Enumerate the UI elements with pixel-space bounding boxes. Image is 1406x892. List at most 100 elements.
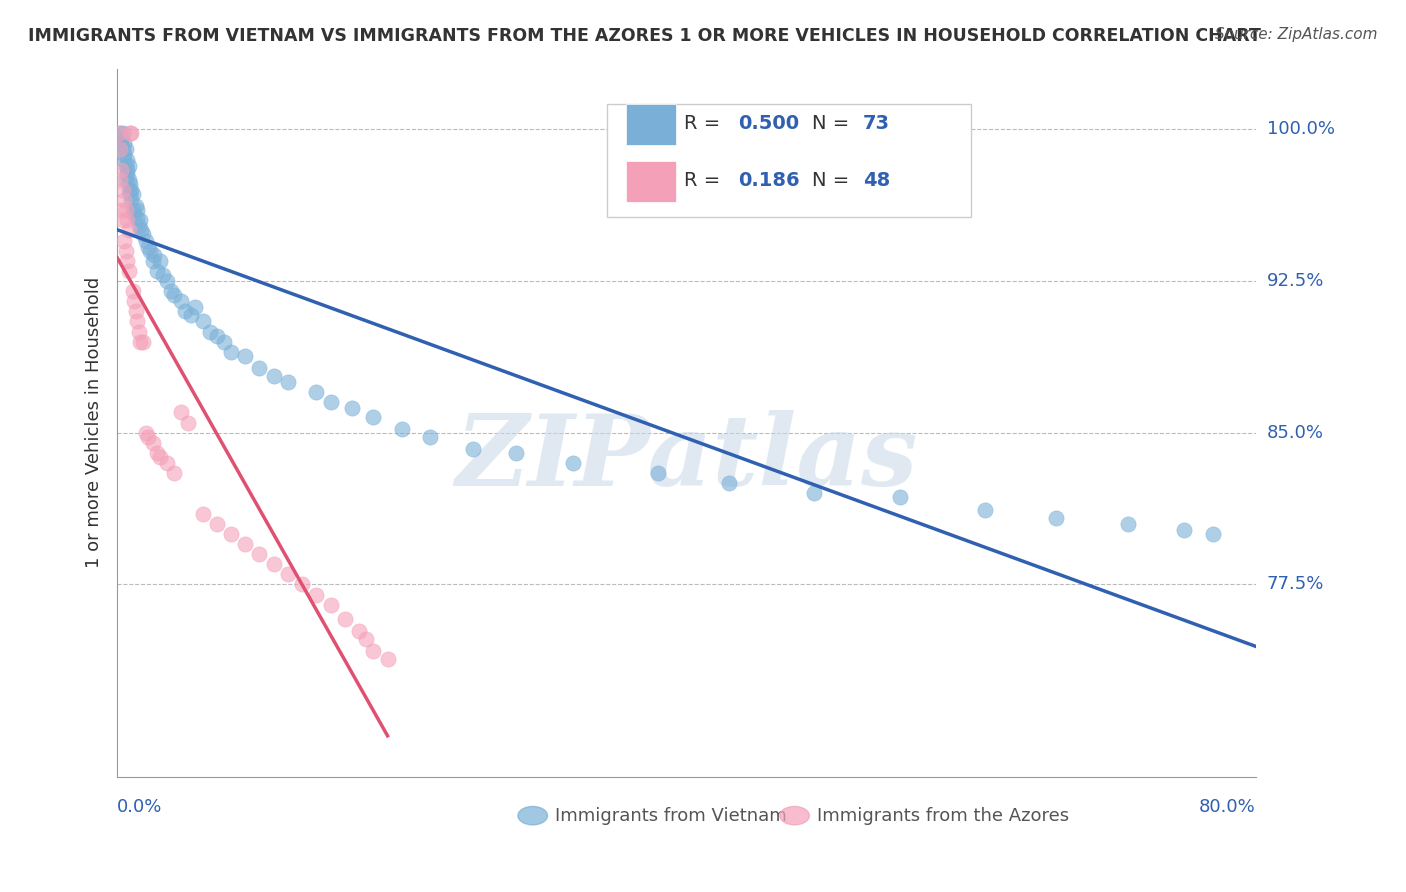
Point <box>114 143 136 157</box>
Point <box>121 203 143 218</box>
Point <box>129 213 152 227</box>
Point <box>889 491 911 505</box>
Point <box>120 183 142 197</box>
Point <box>117 173 139 187</box>
Point <box>138 239 160 253</box>
Point <box>363 409 385 424</box>
Point <box>974 502 997 516</box>
Point <box>152 268 174 282</box>
Point <box>340 401 363 416</box>
Text: 48: 48 <box>863 171 890 190</box>
Point <box>156 274 179 288</box>
Point <box>142 435 165 450</box>
Point <box>108 143 131 157</box>
Point <box>1173 523 1195 537</box>
Point <box>114 203 136 218</box>
Point <box>212 334 235 349</box>
Point <box>121 284 143 298</box>
Point <box>110 132 132 146</box>
Point <box>112 234 135 248</box>
Point <box>803 486 825 500</box>
Y-axis label: 1 or more Vehicles in Household: 1 or more Vehicles in Household <box>86 277 103 568</box>
Point <box>184 300 207 314</box>
Point <box>108 126 131 140</box>
Point <box>117 223 139 237</box>
Point <box>114 244 136 258</box>
Point <box>115 162 138 177</box>
Point <box>128 325 150 339</box>
Point <box>263 558 285 572</box>
Point <box>146 264 169 278</box>
FancyBboxPatch shape <box>626 161 676 202</box>
Text: 92.5%: 92.5% <box>1267 272 1324 290</box>
Text: 80.0%: 80.0% <box>1199 798 1256 816</box>
Point <box>277 567 299 582</box>
Text: IMMIGRANTS FROM VIETNAM VS IMMIGRANTS FROM THE AZORES 1 OR MORE VEHICLES IN HOUS: IMMIGRANTS FROM VIETNAM VS IMMIGRANTS FR… <box>28 27 1261 45</box>
Circle shape <box>517 806 547 825</box>
Point <box>174 304 197 318</box>
Point <box>122 294 145 309</box>
Point <box>249 547 271 561</box>
Point <box>180 309 202 323</box>
Text: N =: N = <box>811 171 855 190</box>
Point <box>143 248 166 262</box>
Point <box>277 375 299 389</box>
Point <box>170 294 193 309</box>
Point <box>363 644 385 658</box>
Point <box>117 159 139 173</box>
Point <box>110 203 132 218</box>
Point <box>132 227 155 242</box>
Point <box>354 632 377 646</box>
Point <box>121 186 143 201</box>
Point <box>129 334 152 349</box>
FancyBboxPatch shape <box>607 104 972 218</box>
Text: 0.0%: 0.0% <box>117 798 163 816</box>
Point <box>191 314 214 328</box>
Point <box>112 193 135 207</box>
Text: 0.500: 0.500 <box>738 114 799 133</box>
Point <box>198 325 221 339</box>
Point <box>128 219 150 234</box>
Point <box>112 153 135 167</box>
Point <box>205 516 228 531</box>
Point <box>718 476 741 491</box>
Text: Source: ZipAtlas.com: Source: ZipAtlas.com <box>1215 27 1378 42</box>
Text: R =: R = <box>685 114 727 133</box>
Point <box>110 162 132 177</box>
Text: Immigrants from Vietnam: Immigrants from Vietnam <box>555 806 787 824</box>
Point <box>160 284 183 298</box>
FancyBboxPatch shape <box>626 104 676 145</box>
Text: 77.5%: 77.5% <box>1267 575 1324 593</box>
Point <box>461 442 484 456</box>
Point <box>110 138 132 153</box>
Point <box>125 199 148 213</box>
Point <box>149 450 172 464</box>
Point <box>112 146 135 161</box>
Point <box>111 213 134 227</box>
Point <box>111 143 134 157</box>
Point <box>505 446 527 460</box>
Point <box>112 136 135 151</box>
Point <box>135 234 157 248</box>
Point <box>191 507 214 521</box>
Point <box>146 446 169 460</box>
Point <box>131 223 153 237</box>
Point <box>647 466 669 480</box>
Point <box>117 264 139 278</box>
Point <box>333 612 356 626</box>
Point <box>263 369 285 384</box>
Point <box>117 183 139 197</box>
Point <box>319 598 342 612</box>
Text: 73: 73 <box>863 114 890 133</box>
Text: Immigrants from the Azores: Immigrants from the Azores <box>817 806 1070 824</box>
Point <box>142 253 165 268</box>
Point <box>305 385 328 400</box>
Point <box>127 203 149 218</box>
Point <box>233 537 256 551</box>
Circle shape <box>780 806 810 825</box>
Point <box>561 456 583 470</box>
Point <box>115 167 138 181</box>
Point <box>305 588 328 602</box>
Point <box>291 577 314 591</box>
Text: 85.0%: 85.0% <box>1267 424 1324 442</box>
